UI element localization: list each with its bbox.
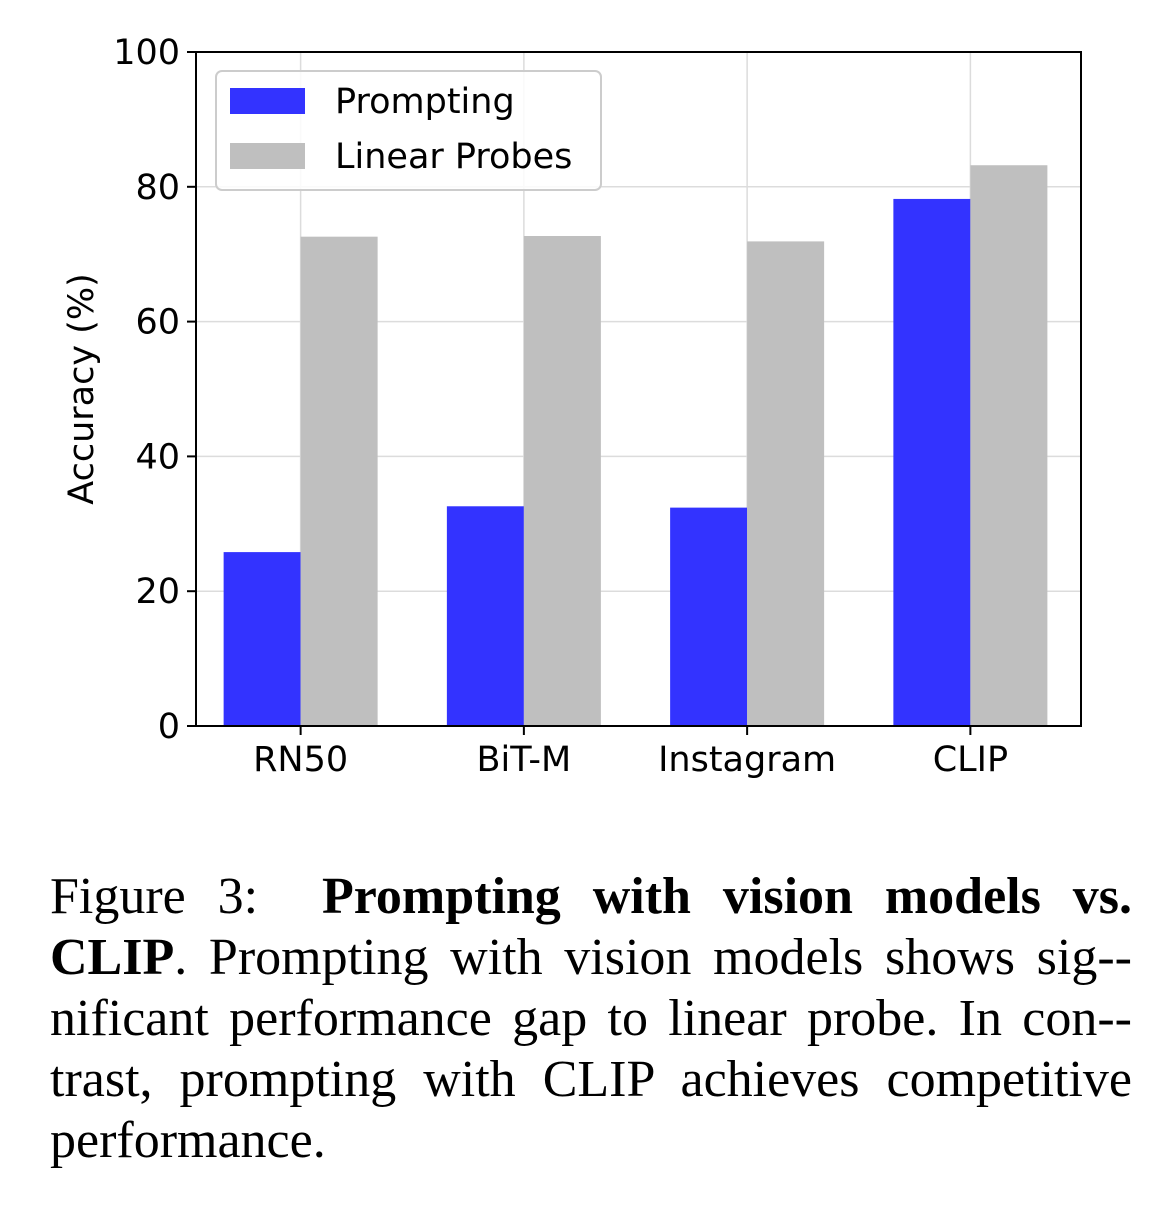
bar-linear-probes-instagram [747,241,825,727]
x-tick-label: CLIP [933,740,1008,780]
y-tick-label: 60 [135,303,180,343]
bars [223,165,1048,727]
figure-caption: Figure 3: Prompting with vision models v… [50,866,1132,1171]
y-tick-label: 100 [113,33,180,73]
y-tick-label: 40 [135,437,180,477]
plot-frame [195,51,1082,727]
bar-prompting-instagram [670,507,748,726]
x-tick-label: BiT-M [477,740,572,780]
x-tick-label: RN50 [253,740,348,780]
bar-chart: 0 20 40 60 80 100 RN50 BiT-M Instagram CLIP Accu… [62,33,1082,780]
legend-box [215,70,602,191]
legend-label-prompting: Prompting [335,82,515,122]
y-tick-label: 20 [135,572,180,612]
caption-body: . Prompting with vision models shows sig… [50,929,1132,1169]
legend-swatch-prompting [230,88,305,114]
x-axis: RN50 BiT-M Instagram CLIP [253,726,1008,780]
legend-swatch-linear-probes [230,143,305,169]
bar-linear-probes-bit-m [523,236,601,726]
caption-label: Figure 3: [50,868,259,925]
bar-linear-probes-rn50 [300,236,378,726]
x-tick-label: Instagram [658,740,836,780]
caption-title: Prompting with vision models vs. CLIP [50,868,1133,986]
bar-prompting-bit-m [446,506,524,726]
legend: Prompting Linear Probes [215,70,602,191]
bar-prompting-clip [893,198,971,726]
legend-label-linear-probes: Linear Probes [335,137,572,177]
y-axis: 0 20 40 60 80 100 [113,33,196,747]
y-tick-label: 0 [158,707,180,747]
y-tick-label: 80 [135,168,180,208]
bar-linear-probes-clip [970,165,1048,726]
y-axis-label: Accuracy (%) [62,273,102,504]
bar-prompting-rn50 [223,552,301,726]
